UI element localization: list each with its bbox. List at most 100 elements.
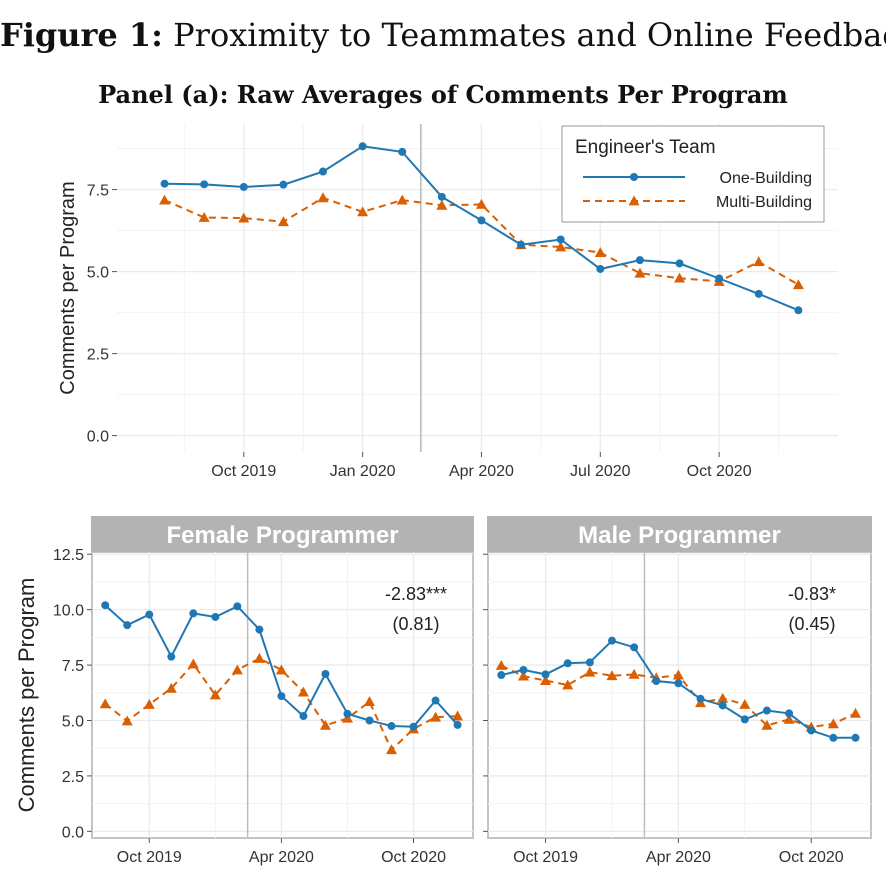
point-multi-building xyxy=(357,206,369,217)
point-multi-building xyxy=(739,699,751,709)
point-one-building xyxy=(477,216,486,225)
point-one-building xyxy=(167,652,176,661)
legend-box xyxy=(561,125,825,223)
point-multi-building xyxy=(495,660,507,670)
y-tick-label: 0.0 xyxy=(62,824,84,841)
point-one-building xyxy=(319,167,327,176)
point-one-building xyxy=(541,670,550,679)
point-multi-building xyxy=(594,247,606,257)
point-one-building xyxy=(277,692,286,701)
point-one-building xyxy=(233,602,242,611)
x-tick-label: Oct 2020 xyxy=(381,849,446,866)
point-one-building xyxy=(607,636,616,645)
point-one-building xyxy=(715,274,724,283)
point-one-building xyxy=(343,709,352,718)
y-tick-label: 2.5 xyxy=(62,769,84,786)
figure-title-label: Figure 1: xyxy=(0,16,163,54)
panel-a-title: Panel (a): Raw Averages of Comments Per … xyxy=(98,80,788,109)
point-multi-building xyxy=(209,689,221,700)
point-one-building xyxy=(365,716,374,725)
point-multi-building xyxy=(143,699,155,709)
point-one-building xyxy=(754,289,763,298)
annotation-se: (0.81) xyxy=(392,614,439,634)
point-one-building xyxy=(585,658,594,667)
chart-panel-1: Female Programmer 0.0 2.5 5.0 7.5 10.0 12.5 Oct… xyxy=(14,516,474,866)
figure-title: Figure 1: Proximity to Teammates and Onl… xyxy=(0,16,886,54)
point-one-building xyxy=(519,665,528,674)
point-multi-building xyxy=(452,710,464,721)
x-tick-label: Oct 2019 xyxy=(513,849,578,866)
point-multi-building xyxy=(628,668,640,679)
point-one-building xyxy=(674,679,683,688)
point-multi-building xyxy=(562,679,574,690)
point-multi-building xyxy=(517,670,529,681)
point-multi-building xyxy=(792,279,804,290)
point-one-building xyxy=(718,701,727,710)
point-one-building xyxy=(696,694,705,703)
point-one-building xyxy=(453,720,462,729)
point-one-building xyxy=(189,609,198,618)
point-one-building xyxy=(794,306,803,315)
legend-label-multi-building: Multi-Building xyxy=(716,194,812,211)
y-axis-label: Comments per Program xyxy=(14,578,39,813)
point-one-building xyxy=(675,259,684,268)
y-tick-label: 2.5 xyxy=(87,347,109,364)
point-multi-building xyxy=(275,664,287,675)
plot-area xyxy=(487,551,872,839)
point-one-building xyxy=(635,256,644,265)
point-one-building xyxy=(807,726,816,735)
legend-label-one-building: One-Building xyxy=(720,170,813,187)
point-multi-building xyxy=(783,713,795,724)
point-multi-building xyxy=(634,267,646,278)
facet-strip-label: Female Programmer xyxy=(166,522,398,549)
point-multi-building xyxy=(555,241,567,252)
point-one-building xyxy=(829,733,838,742)
x-tick-label: Apr 2020 xyxy=(449,463,514,480)
point-multi-building xyxy=(159,194,171,205)
x-tick-label: Apr 2020 xyxy=(646,849,711,866)
point-multi-building xyxy=(121,715,133,726)
x-tick-label: Oct 2019 xyxy=(211,463,276,480)
point-multi-building xyxy=(672,669,684,680)
point-multi-building xyxy=(430,711,442,722)
facet-strip-label: Male Programmer xyxy=(578,522,781,549)
annotation-estimate: -0.83* xyxy=(788,584,836,604)
y-tick-label: 0.0 xyxy=(87,429,109,446)
point-multi-building xyxy=(165,682,177,693)
point-multi-building xyxy=(277,216,289,227)
legend-marker-multi-building xyxy=(628,195,640,206)
y-tick-label: 7.5 xyxy=(87,183,109,200)
series-line-multi-building xyxy=(104,657,458,752)
y-tick-label: 12.5 xyxy=(53,547,84,564)
point-one-building xyxy=(101,601,110,610)
y-tick-label: 5.0 xyxy=(87,265,109,282)
point-multi-building xyxy=(396,194,408,205)
point-one-building xyxy=(321,669,330,678)
point-one-building xyxy=(239,182,248,191)
point-multi-building xyxy=(363,696,375,707)
point-one-building xyxy=(762,706,771,715)
point-multi-building xyxy=(253,652,265,663)
point-multi-building xyxy=(584,666,596,677)
x-tick-label: Jul 2020 xyxy=(570,463,631,480)
x-tick-label: Apr 2020 xyxy=(249,849,314,866)
point-multi-building xyxy=(198,211,210,222)
point-one-building xyxy=(123,621,132,630)
y-tick-label: 10.0 xyxy=(53,603,84,620)
point-one-building xyxy=(517,240,526,249)
point-multi-building xyxy=(297,686,309,697)
point-multi-building xyxy=(231,664,243,675)
point-multi-building xyxy=(187,658,199,669)
point-multi-building xyxy=(386,744,398,755)
x-tick-label: Jan 2020 xyxy=(330,463,396,480)
point-multi-building xyxy=(436,199,448,210)
point-one-building xyxy=(851,733,860,742)
point-one-building xyxy=(398,147,407,156)
y-tick-label: 7.5 xyxy=(62,658,84,675)
chart-panel-2: Male Programmer Oct 2019 Apr 2020 Oct 2020 -… xyxy=(483,516,872,866)
chart-panel-0: 0.0 2.5 5.0 7.5 Oct 2019 Jan 2020 Apr 2020 Jul … xyxy=(57,124,838,480)
point-one-building xyxy=(409,722,418,731)
x-tick-label: Oct 2020 xyxy=(779,849,844,866)
point-one-building xyxy=(358,142,367,151)
